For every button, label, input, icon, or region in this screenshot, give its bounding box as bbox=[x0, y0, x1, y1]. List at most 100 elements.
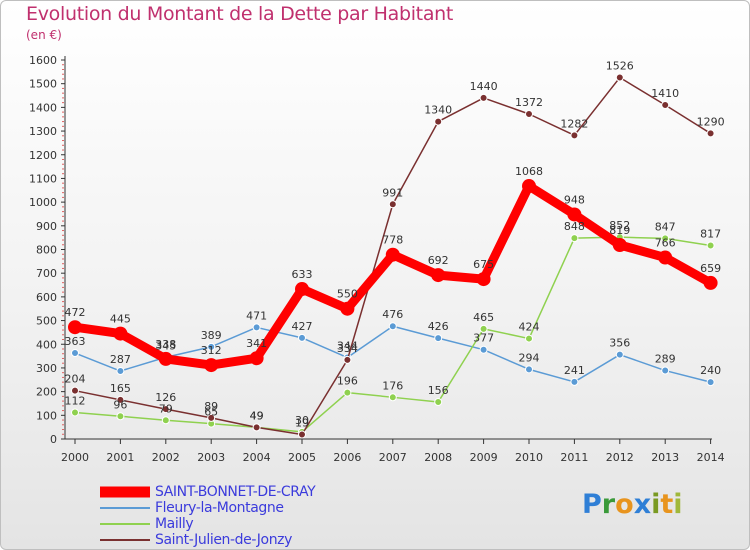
data-label: 659 bbox=[700, 262, 721, 275]
y-minor-tick bbox=[62, 429, 64, 431]
data-label: 363 bbox=[65, 335, 86, 348]
x-tick-label: 2010 bbox=[515, 451, 543, 464]
x-tick-label: 2003 bbox=[197, 451, 225, 464]
y-minor-tick bbox=[62, 282, 64, 284]
y-minor-tick bbox=[62, 78, 64, 80]
y-minor-tick bbox=[62, 87, 64, 89]
data-label: 819 bbox=[609, 224, 630, 237]
data-label: 65 bbox=[204, 406, 218, 419]
y-minor-tick bbox=[62, 301, 64, 303]
data-point bbox=[71, 349, 79, 358]
y-minor-tick bbox=[62, 168, 64, 170]
legend-swatch-mailly bbox=[100, 523, 150, 525]
data-point bbox=[615, 350, 624, 359]
data-label: 1282 bbox=[560, 117, 588, 130]
data-point bbox=[388, 200, 397, 209]
data-label: 204 bbox=[65, 373, 86, 386]
y-minor-tick bbox=[62, 173, 64, 175]
y-minor-tick bbox=[62, 187, 64, 189]
data-label: 287 bbox=[110, 353, 131, 366]
y-minor-tick bbox=[62, 211, 64, 213]
data-label: 240 bbox=[700, 364, 721, 377]
data-label: 241 bbox=[564, 364, 585, 377]
data-point bbox=[161, 416, 170, 425]
data-label: 1290 bbox=[697, 115, 725, 128]
data-point bbox=[385, 247, 400, 262]
data-label: 334 bbox=[337, 342, 358, 355]
data-point bbox=[658, 250, 673, 265]
y-minor-tick bbox=[62, 144, 64, 146]
y-minor-tick bbox=[62, 102, 64, 104]
y-minor-tick bbox=[62, 376, 64, 378]
data-point bbox=[343, 355, 352, 364]
x-tick-label: 2012 bbox=[606, 451, 634, 464]
data-point bbox=[116, 412, 125, 421]
data-point bbox=[431, 268, 446, 283]
y-tick-label: 500 bbox=[36, 315, 57, 328]
data-point bbox=[434, 334, 443, 343]
data-point bbox=[570, 377, 579, 386]
data-point bbox=[479, 345, 488, 354]
y-tick-label: 1000 bbox=[29, 196, 57, 209]
data-label: 344 bbox=[337, 340, 358, 353]
chart-title: Evolution du Montant de la Dette par Hab… bbox=[26, 3, 454, 25]
y-minor-tick bbox=[62, 68, 64, 70]
legend-label-mailly: Mailly bbox=[155, 516, 194, 532]
x-tick-label: 2005 bbox=[288, 451, 316, 464]
data-point bbox=[71, 386, 79, 395]
data-point bbox=[525, 334, 533, 343]
data-label: 377 bbox=[473, 332, 494, 345]
data-label: 49 bbox=[250, 409, 264, 422]
data-label: 633 bbox=[292, 268, 313, 281]
x-tick-label: 2006 bbox=[333, 451, 361, 464]
y-tick-label: 1600 bbox=[29, 54, 57, 67]
y-minor-tick bbox=[62, 64, 64, 66]
x-tick-label: 2001 bbox=[106, 451, 134, 464]
data-label: 156 bbox=[428, 384, 449, 397]
y-minor-tick bbox=[62, 381, 64, 383]
data-point bbox=[479, 324, 488, 333]
data-point bbox=[525, 365, 533, 374]
y-minor-tick bbox=[62, 410, 64, 412]
data-point bbox=[116, 367, 125, 376]
data-label: 991 bbox=[382, 186, 403, 199]
data-label: 471 bbox=[246, 309, 267, 322]
data-label: 19 bbox=[295, 416, 309, 429]
data-point bbox=[68, 320, 82, 335]
data-label: 847 bbox=[655, 220, 676, 233]
y-minor-tick bbox=[62, 291, 64, 293]
y-minor-tick bbox=[62, 405, 64, 407]
legend-label-saint-julien: Saint-Julien-de-Jonzy bbox=[155, 532, 293, 548]
y-minor-tick bbox=[62, 395, 64, 397]
data-point bbox=[207, 342, 216, 351]
y-minor-tick bbox=[62, 263, 64, 265]
y-minor-tick bbox=[62, 192, 64, 194]
data-label: 852 bbox=[609, 219, 630, 232]
data-point bbox=[479, 93, 488, 102]
y-minor-tick bbox=[62, 286, 64, 288]
data-label: 692 bbox=[428, 254, 449, 267]
data-point bbox=[340, 301, 355, 316]
data-label: 427 bbox=[292, 320, 313, 333]
y-minor-tick bbox=[62, 339, 64, 341]
y-minor-tick bbox=[62, 277, 64, 279]
data-label: 312 bbox=[201, 344, 222, 357]
y-minor-tick bbox=[62, 419, 64, 421]
data-point bbox=[71, 408, 79, 417]
y-minor-tick bbox=[62, 353, 64, 355]
legend-label-fleury: Fleury-la-Montagne bbox=[155, 500, 284, 516]
data-label: 79 bbox=[159, 402, 173, 415]
y-tick-label: 1400 bbox=[29, 101, 57, 114]
data-label: 89 bbox=[204, 400, 218, 413]
data-label: 49 bbox=[250, 409, 264, 422]
legend-item-saint-bonnet: SAINT-BONNET-DE-CRAY bbox=[100, 484, 316, 500]
y-minor-tick bbox=[62, 258, 64, 260]
data-label: 1372 bbox=[515, 96, 543, 109]
y-minor-tick bbox=[62, 357, 64, 359]
data-label: 1068 bbox=[515, 165, 543, 178]
x-tick-label: 2002 bbox=[152, 451, 180, 464]
data-point bbox=[476, 272, 491, 287]
data-label: 424 bbox=[519, 321, 540, 334]
data-label: 341 bbox=[246, 337, 267, 350]
y-minor-tick bbox=[62, 305, 64, 307]
